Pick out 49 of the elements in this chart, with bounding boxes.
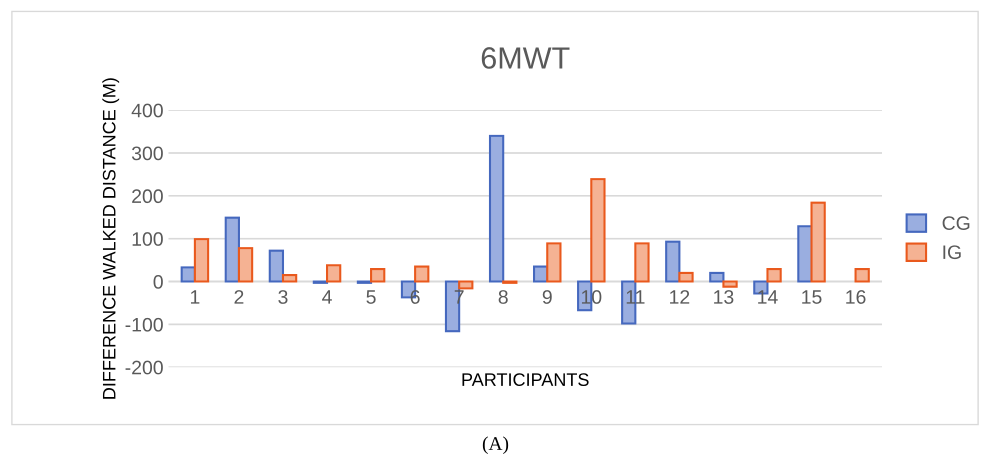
- y-tick-label: 400: [132, 104, 163, 118]
- bar: [488, 134, 504, 283]
- y-tick-label: 200: [132, 189, 163, 204]
- text: (A): [482, 436, 508, 454]
- bar: [414, 265, 430, 283]
- x-tick-label: 1: [190, 290, 200, 304]
- x-tick-label: 5: [366, 290, 376, 304]
- x-tick-label: 2: [234, 290, 244, 304]
- bar: [546, 242, 562, 283]
- legend-label: CG: [942, 216, 970, 230]
- x-tick-label: 6: [410, 290, 420, 304]
- bar: [678, 272, 694, 283]
- chart-title: 6MWT: [482, 47, 570, 69]
- x-tick-label: 16: [846, 290, 866, 304]
- y-tick-label: -200: [126, 360, 163, 374]
- x-tick-label: 4: [322, 290, 332, 304]
- bar: [810, 202, 826, 283]
- x-tick-label: 10: [582, 290, 602, 304]
- x-tick-label: 9: [542, 290, 552, 304]
- x-tick-label: 14: [758, 290, 778, 304]
- bar: [709, 272, 724, 283]
- bar: [268, 250, 284, 283]
- bar: [665, 240, 680, 283]
- x-tick-label: 13: [714, 290, 734, 304]
- y-tick-label: 100: [132, 232, 163, 246]
- bar: [194, 238, 210, 283]
- bar: [854, 268, 870, 283]
- x-tick-label: 15: [802, 290, 822, 304]
- y-axis-title: DIFFERENCE WALKED DISTANCE (M): [102, 78, 120, 399]
- bar: [238, 247, 254, 283]
- y-tick-label: 300: [132, 146, 163, 160]
- bar: [458, 280, 474, 290]
- bar: [634, 242, 650, 283]
- y-tick-label: -100: [126, 318, 163, 332]
- x-tick-label: 12: [670, 290, 690, 304]
- bar: [722, 280, 738, 288]
- bar: [326, 264, 342, 283]
- y-tick-label: 0: [154, 274, 163, 289]
- bar: [766, 268, 782, 283]
- x-tick-label: 3: [278, 290, 288, 304]
- bar: [224, 216, 240, 283]
- legend-label: IG: [943, 245, 961, 260]
- bar: [370, 268, 386, 283]
- x-tick-label: 7: [454, 290, 464, 304]
- bar: [590, 178, 606, 283]
- x-axis-title: PARTICIPANTS: [462, 373, 589, 386]
- bar: [282, 274, 298, 283]
- x-tick-label: 11: [626, 290, 644, 304]
- x-tick-label: 8: [498, 290, 508, 304]
